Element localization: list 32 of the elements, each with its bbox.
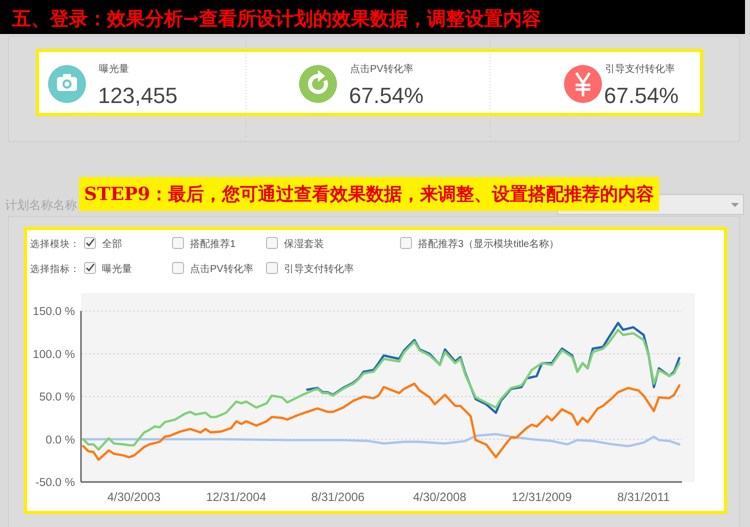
x-tick-label: 4/30/2008 bbox=[412, 490, 467, 504]
text: 67.54% bbox=[349, 83, 424, 108]
y-tick-label: 150.0 % bbox=[32, 306, 75, 318]
text: 选择模块： bbox=[30, 238, 80, 250]
text: 保湿套装 bbox=[284, 238, 324, 250]
text: 全部 bbox=[102, 238, 122, 250]
text: 123,455 bbox=[98, 83, 178, 108]
text: 曝光量 bbox=[102, 263, 132, 275]
chart-title: STEP9：最后，您可通过查看效果数据，来调整、设置搭配推荐的内容 bbox=[84, 184, 654, 205]
y-tick-label: 0.0 % bbox=[46, 434, 75, 446]
x-tick-label: 12/31/2009 bbox=[512, 490, 572, 504]
text: 五、登录：效果分析→查看所设计划的效果数据，调整设置内容 bbox=[11, 8, 541, 30]
x-tick-label: 8/31/2011 bbox=[617, 490, 670, 504]
line-series bbox=[82, 382, 680, 461]
x-tick-label: 4/30/2003 bbox=[107, 490, 161, 504]
text: 引导支付转化率 bbox=[284, 263, 354, 275]
line-series bbox=[306, 322, 680, 414]
text: 选择指标： bbox=[30, 263, 80, 275]
x-tick-label: 12/31/2004 bbox=[206, 490, 266, 504]
line-series bbox=[82, 432, 680, 448]
text: 67.54% bbox=[604, 83, 679, 108]
text: 曝光量 bbox=[99, 63, 129, 75]
text: 点击PV转化率 bbox=[350, 63, 414, 75]
text: 点击PV转化率 bbox=[190, 263, 254, 275]
line-series bbox=[82, 328, 680, 451]
y-tick-label: 100.0 % bbox=[32, 348, 75, 361]
text: 搭配推荐1 bbox=[190, 238, 236, 250]
y-tick-label: 50.0 % bbox=[39, 392, 75, 404]
text: 搭配推荐3（显示模块title名称） bbox=[418, 238, 560, 250]
x-tick-label: 8/31/2006 bbox=[311, 490, 365, 504]
y-tick-label: -50.0 % bbox=[35, 477, 75, 489]
text: 引导支付转化率 bbox=[605, 63, 675, 75]
